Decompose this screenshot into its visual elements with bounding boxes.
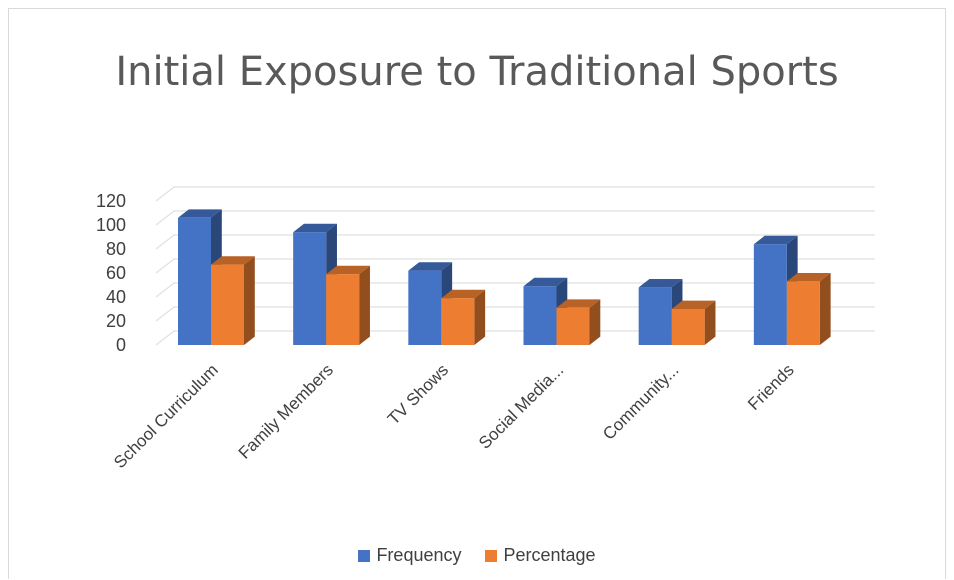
bar-side-percentage: [704, 300, 716, 345]
bar-top-percentage: [211, 256, 255, 265]
bar-top-frequency: [293, 223, 337, 233]
legend-label-frequency: Frequency: [376, 545, 462, 565]
bar-frequency: [178, 217, 211, 345]
bar-frequency: [293, 232, 327, 345]
x-category-label: Family Members: [235, 360, 337, 462]
bar-top-percentage: [326, 265, 370, 275]
bar-frequency: [638, 287, 672, 345]
chart-area: Initial Exposure to Traditional Sports 0…: [8, 8, 946, 579]
legend-swatch-frequency: [358, 549, 371, 562]
chart-plot: 0 20 40 60 80 100 120 School Curriculum Family M…: [96, 186, 875, 472]
bar-side-percentage: [819, 273, 831, 345]
bar-frequency: [408, 270, 442, 345]
bar-top-percentage: [556, 299, 601, 308]
bar-side-percentage: [359, 265, 370, 345]
legend: Frequency Percentage: [9, 545, 945, 566]
bar-top-percentage: [671, 300, 716, 309]
y-tick-label: 40: [106, 287, 126, 307]
gridline-depth: [155, 330, 175, 346]
bar-top-frequency: [408, 262, 453, 271]
x-category-label: Social Media...: [475, 360, 567, 452]
bar-percentage: [556, 307, 590, 345]
bar-side-percentage: [589, 299, 601, 345]
bar-percentage: [326, 274, 360, 345]
gridline-depth: [155, 258, 175, 274]
bar-side-percentage: [474, 289, 486, 345]
x-category-label: School Curriculum: [110, 360, 222, 472]
bar-percentage: [671, 309, 705, 345]
bar-top-frequency: [523, 277, 568, 287]
bar-top-frequency: [178, 209, 222, 218]
y-tick-label: 120: [96, 191, 126, 211]
y-tick-label: 0: [116, 335, 126, 355]
gridline-depth: [155, 186, 175, 202]
bar-percentage: [441, 298, 475, 345]
bar-side-percentage: [244, 256, 255, 345]
x-category-label: Friends: [744, 360, 798, 414]
legend-item-percentage: Percentage: [485, 545, 596, 566]
y-tick-label: 20: [106, 311, 126, 331]
bar-top-frequency: [753, 235, 798, 245]
gridline-depth: [155, 234, 175, 250]
bar-frequency: [753, 244, 787, 345]
y-tick-label: 80: [106, 239, 126, 259]
legend-label-percentage: Percentage: [503, 545, 596, 565]
y-tick-label: 60: [106, 263, 126, 283]
bar-percentage: [786, 281, 820, 345]
bar-percentage: [211, 264, 244, 345]
legend-item-frequency: Frequency: [358, 545, 461, 566]
y-tick-label: 100: [96, 215, 126, 235]
gridline-depth: [155, 210, 175, 226]
bar-frequency: [523, 286, 557, 345]
gridline-depth: [155, 306, 175, 322]
bar-top-percentage: [441, 289, 486, 299]
gridline-depth: [155, 282, 175, 298]
bar-top-percentage: [786, 273, 831, 282]
x-category-label: TV Shows: [384, 360, 452, 428]
legend-swatch-percentage: [485, 549, 498, 562]
x-category-label: Community...: [599, 360, 682, 443]
bar-top-frequency: [638, 279, 683, 288]
chart-title: Initial Exposure to Traditional Sports: [115, 49, 839, 95]
